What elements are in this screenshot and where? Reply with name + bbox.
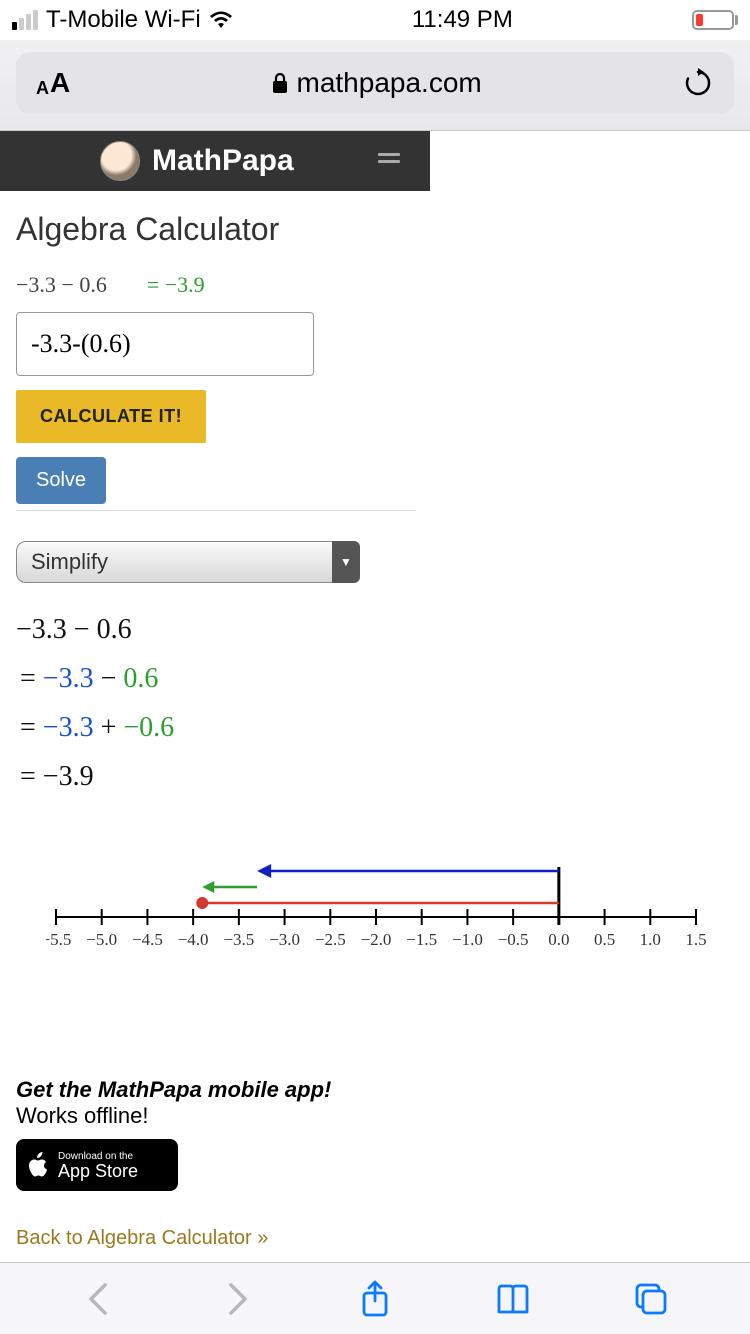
reload-icon[interactable] bbox=[682, 67, 714, 99]
mode-select[interactable]: Simplify ▼ bbox=[16, 541, 360, 583]
promo-section: Get the MathPapa mobile app! Works offli… bbox=[16, 1077, 734, 1191]
carrier-label: T-Mobile Wi-Fi bbox=[46, 6, 201, 34]
battery-icon bbox=[692, 10, 738, 30]
apple-icon bbox=[26, 1151, 50, 1179]
appstore-button[interactable]: Download on the App Store bbox=[16, 1139, 178, 1191]
svg-text:0.0: 0.0 bbox=[548, 930, 569, 949]
svg-text:−2.5: −2.5 bbox=[315, 930, 346, 949]
divider bbox=[16, 510, 416, 511]
svg-text:−4.5: −4.5 bbox=[132, 930, 163, 949]
menu-icon[interactable] bbox=[378, 149, 400, 167]
url-text: mathpapa.com bbox=[297, 67, 482, 99]
calculate-button[interactable]: CALCULATE IT! bbox=[16, 390, 206, 443]
svg-text:−1.0: −1.0 bbox=[452, 930, 483, 949]
svg-text:1.5: 1.5 bbox=[685, 930, 706, 949]
chevron-down-icon: ▼ bbox=[332, 541, 360, 583]
bookmarks-icon[interactable] bbox=[493, 1279, 533, 1319]
brand-name[interactable]: MathPapa bbox=[152, 144, 294, 178]
svg-text:−4.0: −4.0 bbox=[178, 930, 209, 949]
url-box[interactable]: AA mathpapa.com bbox=[16, 52, 734, 114]
status-bar: T-Mobile Wi-Fi 11:49 PM bbox=[0, 0, 750, 40]
text-size-button[interactable]: AA bbox=[36, 67, 70, 99]
lock-icon bbox=[271, 72, 289, 94]
svg-text:−2.0: −2.0 bbox=[361, 930, 392, 949]
svg-text:−1.5: −1.5 bbox=[406, 930, 437, 949]
logo-icon bbox=[100, 141, 140, 181]
forward-icon[interactable] bbox=[217, 1279, 257, 1319]
browser-toolbar bbox=[0, 1262, 750, 1334]
tabs-icon[interactable] bbox=[631, 1279, 671, 1319]
svg-text:−5.0: −5.0 bbox=[86, 930, 117, 949]
back-link[interactable]: Back to Algebra Calculator » bbox=[16, 1227, 734, 1250]
svg-text:0.5: 0.5 bbox=[594, 930, 615, 949]
browser-bar: AA mathpapa.com bbox=[0, 40, 750, 131]
expression-preview: −3.3 − 0.6= −3.9 bbox=[16, 272, 734, 298]
expression-input[interactable]: -3.3-(0.6) bbox=[16, 312, 314, 376]
promo-subtitle: Works offline! bbox=[16, 1103, 734, 1129]
site-header: MathPapa bbox=[0, 131, 430, 191]
back-icon[interactable] bbox=[79, 1279, 119, 1319]
svg-text:−3.5: −3.5 bbox=[223, 930, 254, 949]
svg-text:−0.5: −0.5 bbox=[498, 930, 529, 949]
svg-text:−5.5: −5.5 bbox=[46, 930, 71, 949]
promo-title: Get the MathPapa mobile app! bbox=[16, 1077, 734, 1103]
work-steps: −3.3 − 0.6 = −3.3 − 0.6 = −3.3 + −0.6 = … bbox=[16, 605, 734, 801]
page-title: Algebra Calculator bbox=[16, 211, 734, 248]
solve-button[interactable]: Solve bbox=[16, 457, 106, 504]
signal-icon bbox=[12, 10, 38, 30]
svg-text:−3.0: −3.0 bbox=[269, 930, 300, 949]
time-label: 11:49 PM bbox=[412, 6, 513, 34]
share-icon[interactable] bbox=[355, 1279, 395, 1319]
svg-text:1.0: 1.0 bbox=[640, 930, 661, 949]
wifi-icon bbox=[209, 11, 233, 29]
number-line-chart: −5.5 −5.0 −4.5 −4.0 −3.5 −3.0 −2.5 −2.0 −1.5 −1.0… bbox=[46, 837, 706, 957]
